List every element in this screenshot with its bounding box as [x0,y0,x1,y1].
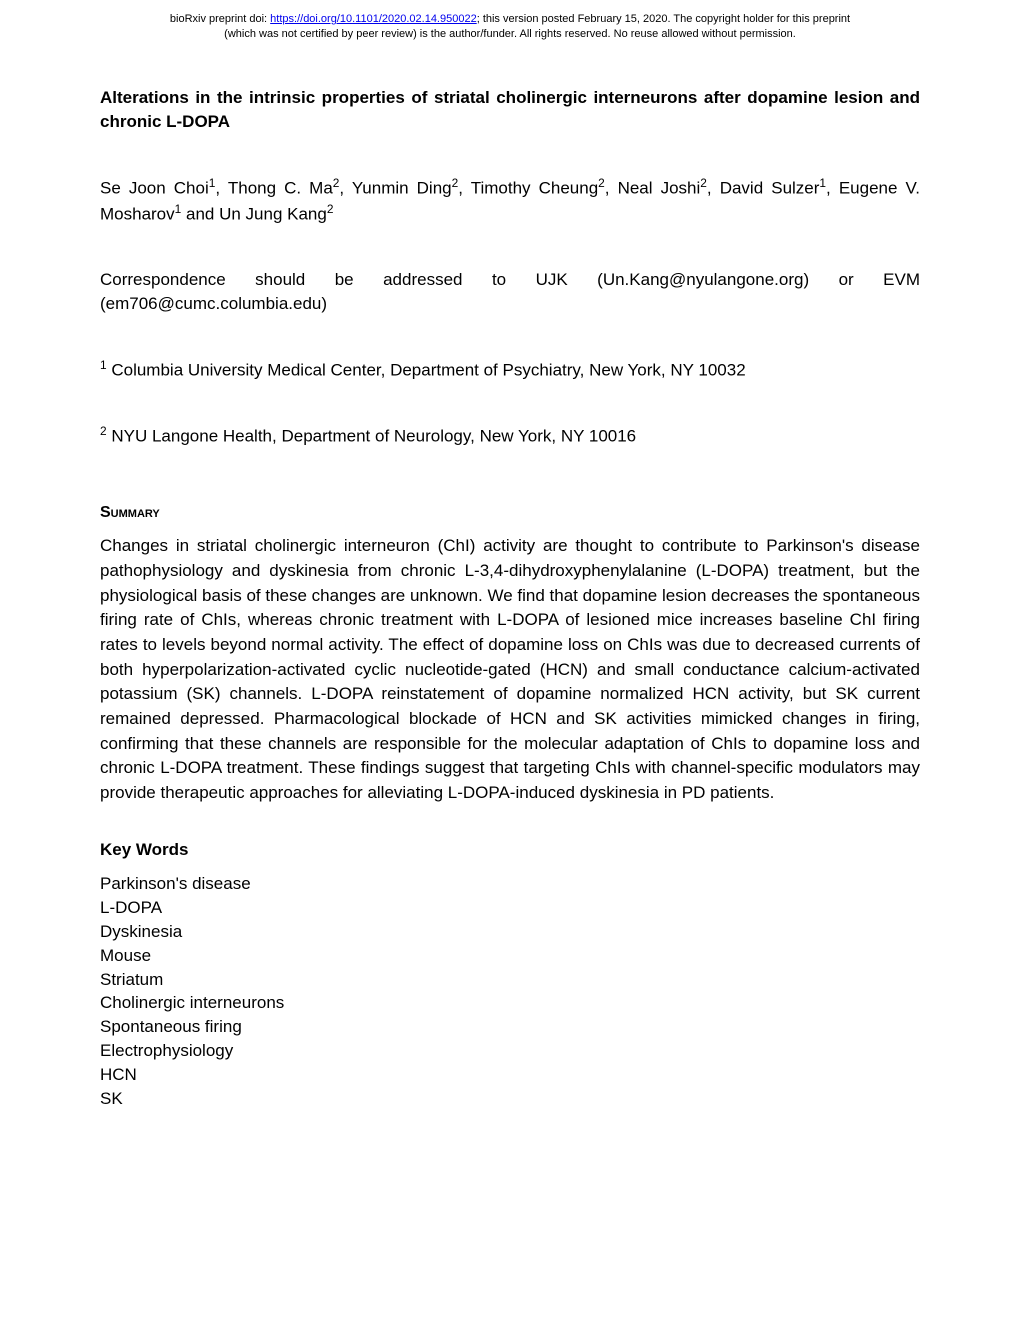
preprint-prefix: bioRxiv preprint doi: [170,13,270,25]
keyword-item: Spontaneous firing [100,1015,920,1039]
keyword-item: Striatum [100,968,920,992]
affiliation-1-sup: 1 [100,358,107,372]
keyword-item: Parkinson's disease [100,872,920,896]
keywords-heading: Key Words [100,840,920,860]
keyword-item: L-DOPA [100,896,920,920]
paper-title: Alterations in the intrinsic properties … [100,86,920,135]
affiliation-2-sup: 2 [100,424,107,438]
keywords-list: Parkinson's disease L-DOPA Dyskinesia Mo… [100,872,920,1110]
summary-body: Changes in striatal cholinergic interneu… [100,534,920,805]
page-content: Alterations in the intrinsic properties … [0,46,1020,1151]
preprint-doi-link[interactable]: https://doi.org/10.1101/2020.02.14.95002… [270,13,477,25]
affiliation-1: 1 Columbia University Medical Center, De… [100,357,920,383]
keyword-item: Mouse [100,944,920,968]
preprint-header: bioRxiv preprint doi: https://doi.org/10… [0,0,1020,46]
preprint-line2: (which was not certified by peer review)… [224,28,796,40]
affiliation-2: 2 NYU Langone Health, Department of Neur… [100,423,920,449]
keyword-item: SK [100,1087,920,1111]
affiliation-1-text: Columbia University Medical Center, Depa… [107,361,746,380]
keyword-item: Dyskinesia [100,920,920,944]
correspondence: Correspondence should be addressed to UJ… [100,268,920,317]
keyword-item: HCN [100,1063,920,1087]
summary-heading: Summary [100,504,920,522]
authors-list: Se Joon Choi1, Thong C. Ma2, Yunmin Ding… [100,175,920,228]
preprint-suffix1: ; this version posted February 15, 2020.… [477,13,850,25]
affiliation-2-text: NYU Langone Health, Department of Neurol… [107,427,637,446]
summary-heading-text: Summary [100,504,160,521]
keyword-item: Cholinergic interneurons [100,991,920,1015]
keyword-item: Electrophysiology [100,1039,920,1063]
